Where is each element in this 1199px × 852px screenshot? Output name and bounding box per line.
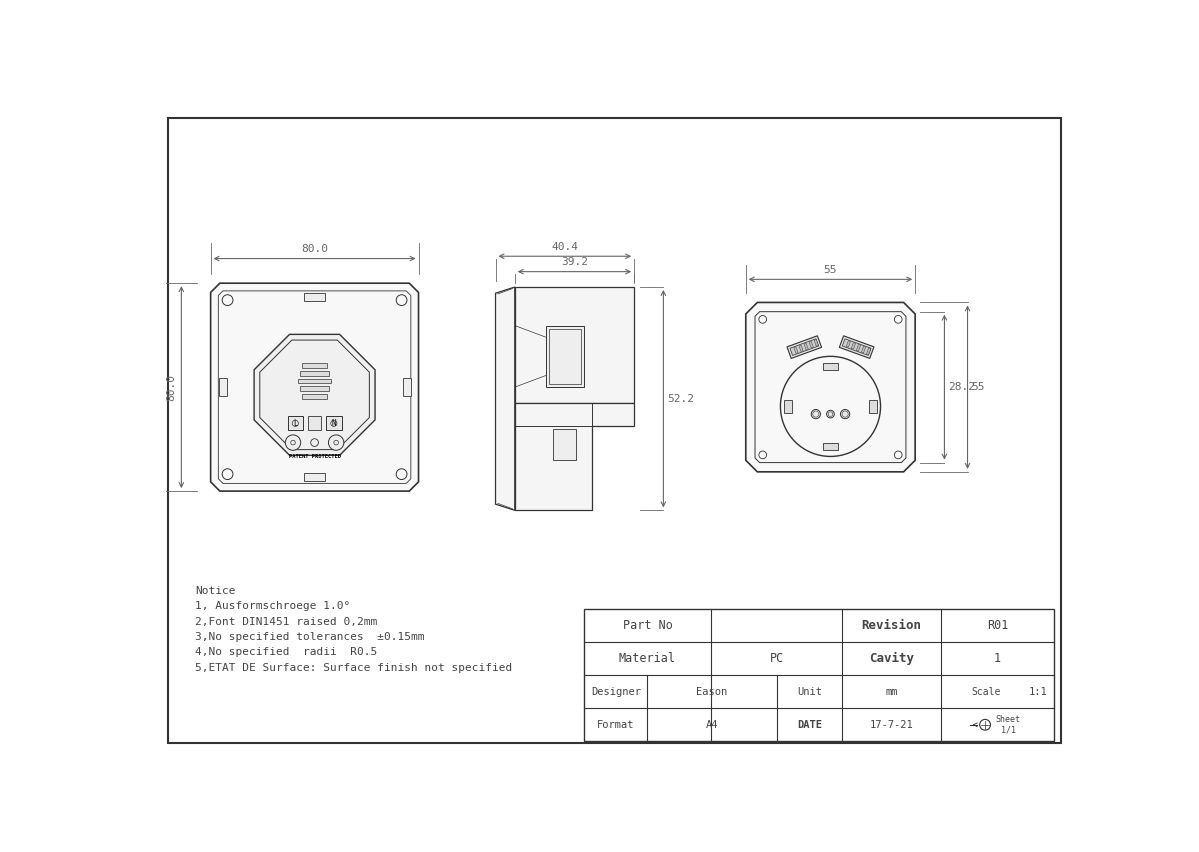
Bar: [814, 339, 819, 346]
Text: Cavity: Cavity: [869, 652, 914, 665]
Text: 4,No specified  radii  R0.5: 4,No specified radii R0.5: [195, 648, 378, 658]
Text: 1:1: 1:1: [1029, 687, 1048, 697]
Bar: [799, 345, 803, 352]
Polygon shape: [211, 283, 418, 491]
Text: 17-7-21: 17-7-21: [869, 720, 914, 730]
Text: Sheet
1/1: Sheet 1/1: [995, 715, 1020, 734]
Text: 55: 55: [971, 383, 984, 392]
Text: Notice: Notice: [195, 586, 236, 596]
Bar: [303, 474, 325, 481]
Polygon shape: [495, 287, 514, 510]
Text: 39.2: 39.2: [561, 257, 588, 267]
Bar: [584, 609, 1054, 741]
Bar: [790, 339, 819, 355]
Circle shape: [812, 410, 820, 418]
Bar: [219, 378, 227, 396]
Bar: [823, 442, 838, 450]
Bar: [549, 329, 582, 384]
Bar: [846, 341, 850, 348]
Text: 2,Font DIN1451 raised 0,2mm: 2,Font DIN1451 raised 0,2mm: [195, 617, 378, 626]
Bar: [856, 344, 861, 351]
Bar: [302, 363, 327, 368]
Text: 80.0: 80.0: [167, 374, 176, 400]
Bar: [546, 325, 584, 387]
Circle shape: [285, 435, 301, 450]
Bar: [403, 378, 411, 396]
Text: 52.2: 52.2: [667, 394, 694, 404]
Text: Eason: Eason: [697, 687, 728, 697]
Polygon shape: [514, 402, 634, 510]
Text: 80.0: 80.0: [301, 244, 329, 254]
Text: Format: Format: [597, 720, 634, 730]
Bar: [308, 417, 321, 430]
Bar: [784, 400, 793, 412]
Text: Designer: Designer: [591, 687, 640, 697]
Text: 55: 55: [824, 265, 837, 274]
Bar: [794, 347, 799, 354]
Text: A4: A4: [706, 720, 718, 730]
Circle shape: [329, 435, 344, 450]
Text: N: N: [331, 419, 336, 428]
Circle shape: [311, 439, 319, 446]
Bar: [302, 394, 327, 399]
Bar: [867, 348, 870, 354]
Bar: [553, 429, 577, 460]
Bar: [303, 293, 325, 301]
Bar: [839, 336, 874, 359]
Text: R01: R01: [987, 619, 1008, 632]
Bar: [787, 336, 821, 359]
Bar: [299, 378, 331, 383]
Text: 3,No specified tolerances  ±0.15mm: 3,No specified tolerances ±0.15mm: [195, 632, 424, 642]
Text: Revision: Revision: [862, 619, 922, 632]
Text: 1, Ausformschroege 1.0°: 1, Ausformschroege 1.0°: [195, 602, 350, 611]
Text: Unit: Unit: [797, 687, 823, 697]
Bar: [300, 386, 329, 391]
Text: 5,ETAT DE Surface: Surface finish not specified: 5,ETAT DE Surface: Surface finish not sp…: [195, 663, 512, 673]
Bar: [869, 400, 876, 412]
Bar: [805, 343, 808, 349]
Bar: [823, 362, 838, 371]
Text: L: L: [293, 419, 297, 428]
Bar: [288, 417, 303, 430]
Bar: [861, 346, 866, 353]
Text: Material: Material: [619, 652, 676, 665]
Text: PC: PC: [770, 652, 784, 665]
Text: 1: 1: [994, 652, 1001, 665]
Bar: [843, 339, 870, 355]
Text: PATENT PROTECTED: PATENT PROTECTED: [289, 454, 341, 459]
Circle shape: [840, 410, 850, 418]
Bar: [809, 342, 813, 348]
Bar: [851, 343, 856, 349]
Polygon shape: [746, 302, 915, 472]
Text: Scale: Scale: [971, 687, 1000, 697]
Text: mm: mm: [886, 687, 898, 697]
Bar: [300, 371, 329, 376]
Bar: [326, 417, 342, 430]
Text: Part No: Part No: [622, 619, 673, 632]
Text: DATE: DATE: [797, 720, 823, 730]
Text: 28.2: 28.2: [948, 383, 975, 392]
Text: 40.4: 40.4: [552, 242, 578, 251]
Bar: [514, 287, 634, 402]
Circle shape: [826, 411, 835, 418]
Polygon shape: [254, 334, 375, 455]
